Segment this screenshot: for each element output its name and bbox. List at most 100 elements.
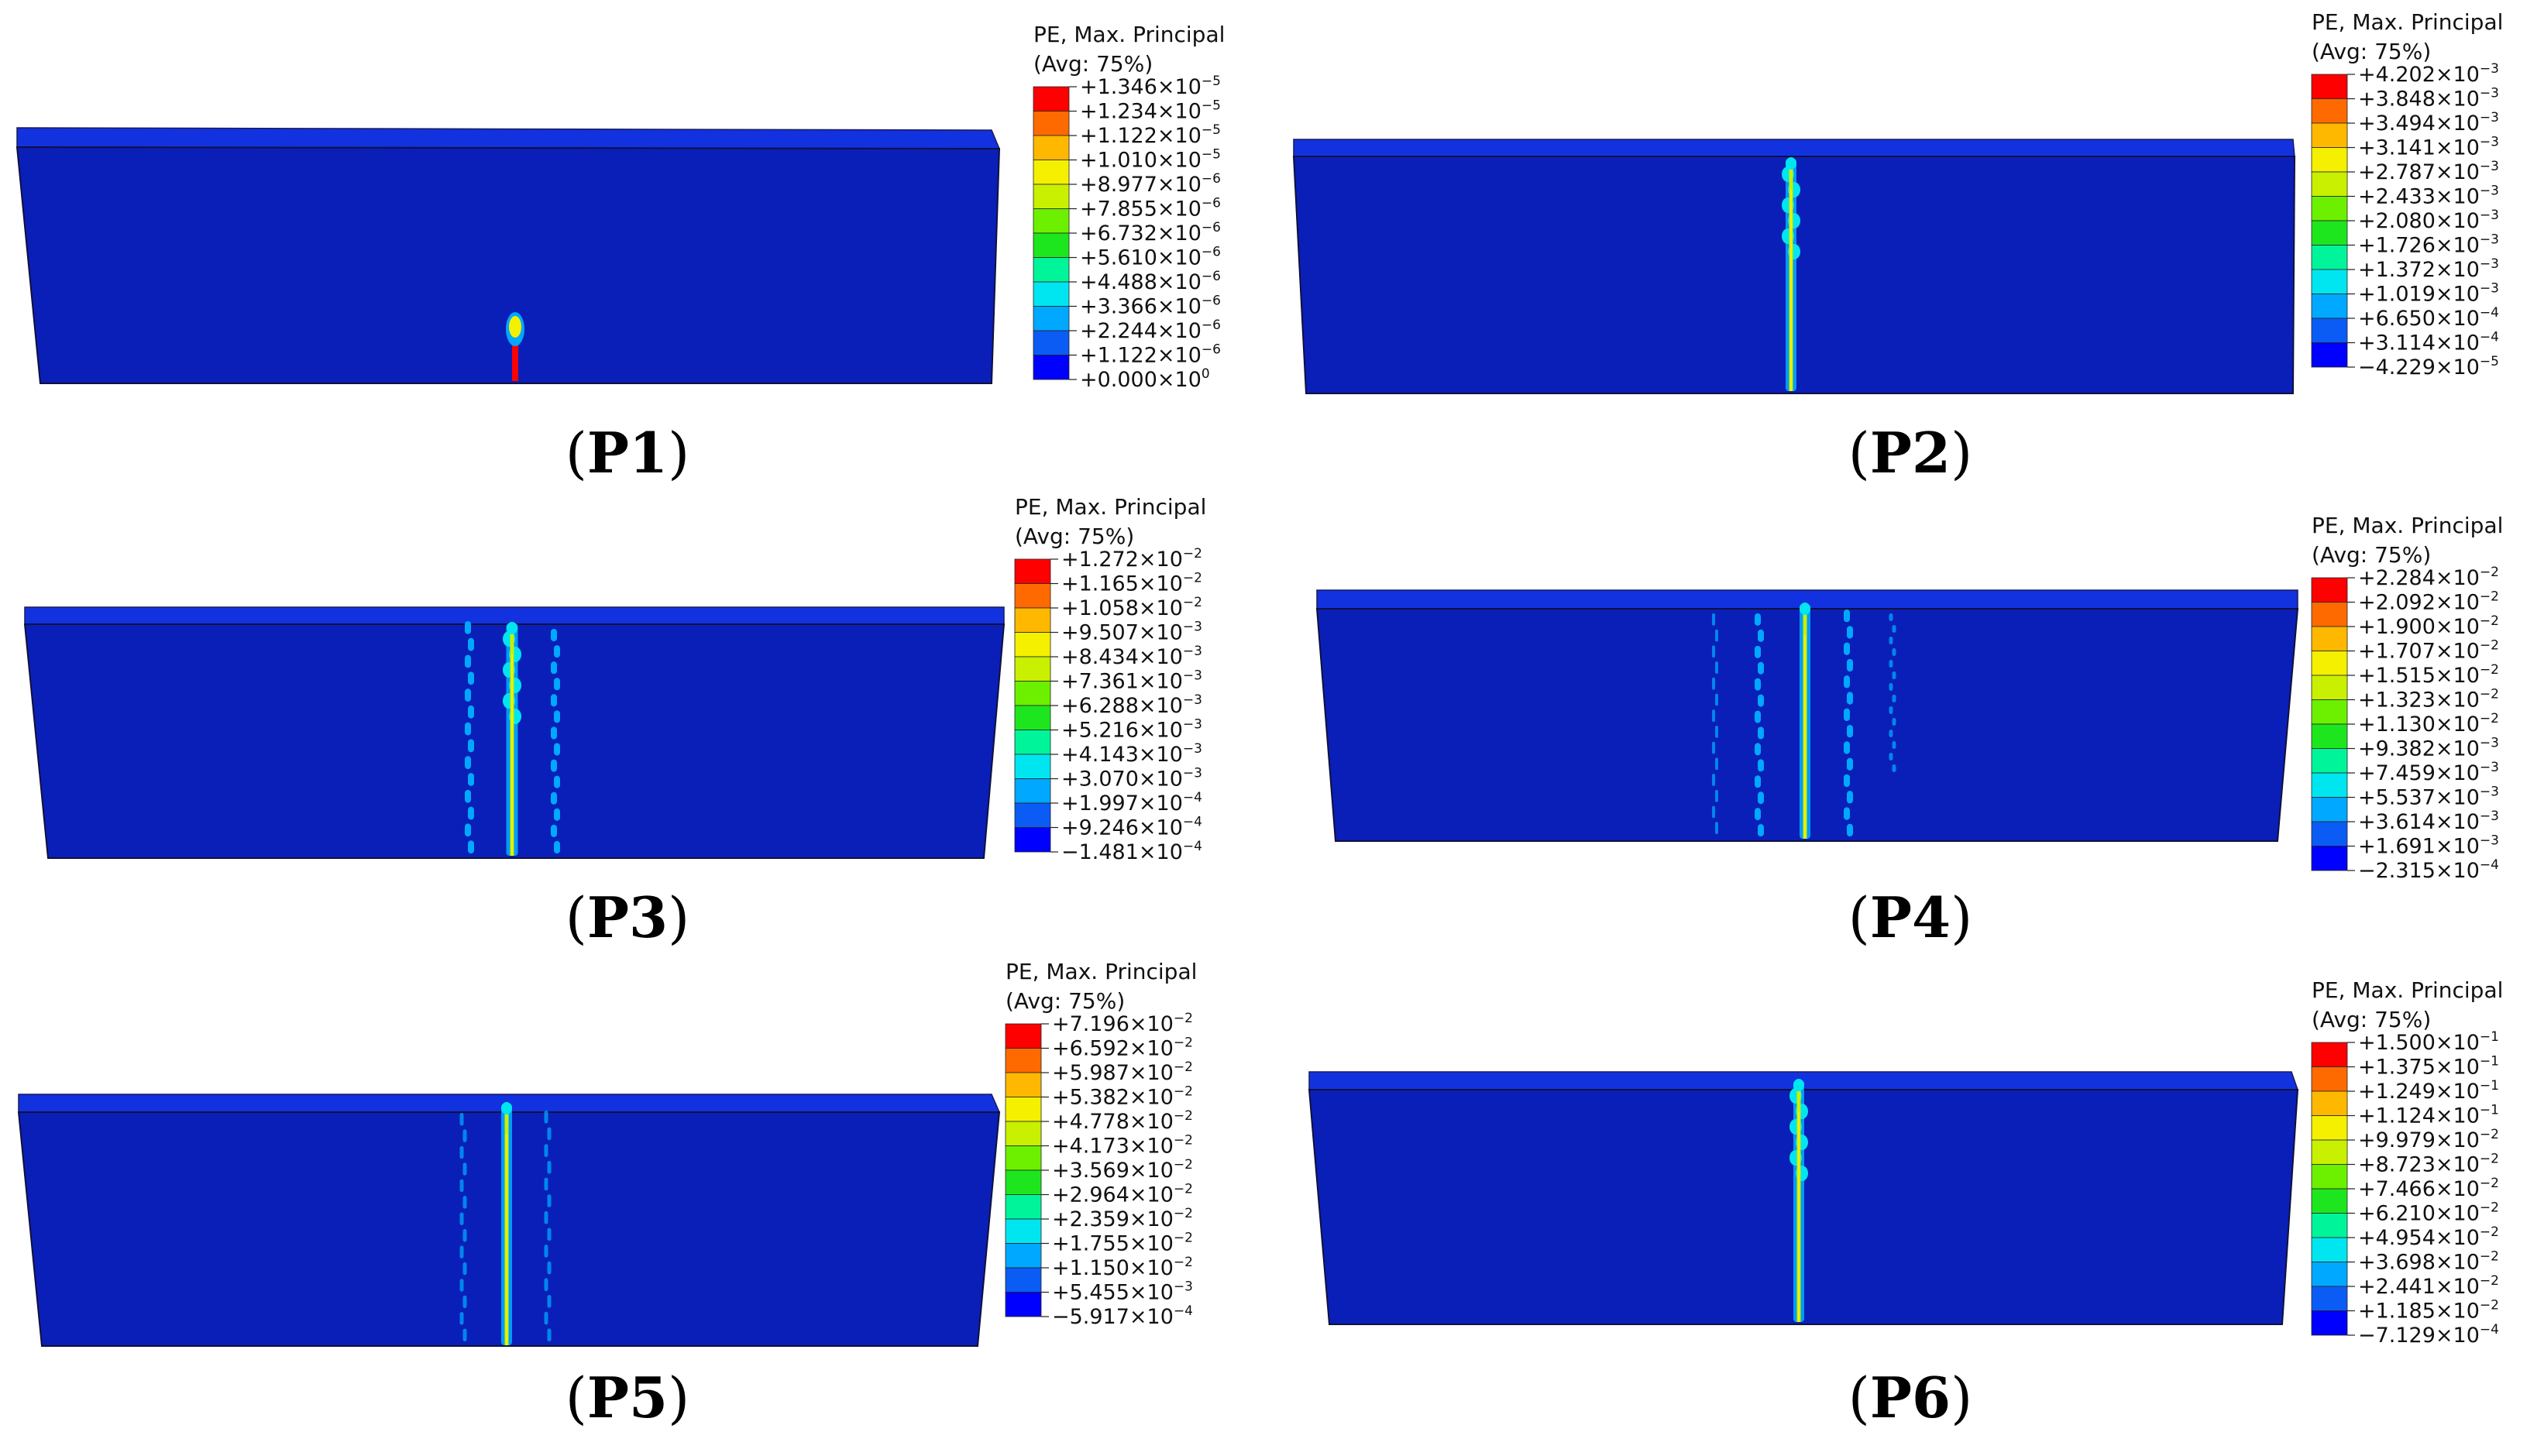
crack-tip bbox=[501, 1102, 512, 1114]
legend-swatch bbox=[1033, 281, 1070, 307]
crack-segment bbox=[1712, 645, 1715, 658]
crack-segment bbox=[459, 1212, 464, 1225]
legend-value: +8.723×10−2 bbox=[2358, 1152, 2499, 1177]
crack-segment bbox=[554, 840, 560, 853]
legend-swatch bbox=[1014, 607, 1051, 633]
legend-value: +5.537×10−3 bbox=[2358, 785, 2499, 810]
panel-caption: (P2) bbox=[1848, 420, 1972, 486]
legend-value: +2.080×10−3 bbox=[2358, 208, 2499, 233]
crack-segment bbox=[462, 1295, 467, 1309]
legend-value: +1.010×10−5 bbox=[1080, 147, 1221, 173]
crack-segment bbox=[1844, 807, 1850, 820]
crack-segment bbox=[1892, 741, 1896, 749]
legend-swatch bbox=[1014, 827, 1051, 853]
crack-segment bbox=[551, 661, 557, 675]
crack-segment bbox=[462, 1196, 467, 1209]
legend-value: +1.707×10−2 bbox=[2358, 638, 2499, 664]
crack-segment bbox=[1755, 808, 1761, 821]
beam-top-face bbox=[16, 127, 1001, 149]
crack-segment bbox=[544, 1144, 548, 1157]
legend-value: +1.691×10−3 bbox=[2358, 833, 2499, 859]
crack-segment bbox=[544, 1111, 548, 1124]
legend-value: +9.246×10−4 bbox=[1061, 815, 1202, 840]
legend-value: +1.726×10−3 bbox=[2358, 232, 2499, 258]
crack-segment bbox=[551, 726, 557, 740]
legend-value: +1.019×10−3 bbox=[2358, 281, 2499, 307]
legend-swatch bbox=[2311, 821, 2348, 846]
legend-swatch bbox=[1005, 1048, 1042, 1073]
crack-segment bbox=[554, 743, 560, 756]
crack-segment bbox=[1889, 683, 1893, 691]
crack-segment bbox=[551, 759, 557, 772]
legend-subtitle: (Avg: 75%) bbox=[1015, 524, 1134, 549]
panel-caption: (P5) bbox=[566, 1365, 689, 1430]
crack-segment bbox=[462, 1129, 467, 1142]
crack-segment bbox=[459, 1245, 464, 1259]
legend-value: −2.315×10−4 bbox=[2358, 857, 2499, 883]
legend-value: +1.234×10−5 bbox=[1080, 98, 1221, 124]
legend-swatch bbox=[2311, 74, 2348, 99]
legend-value: +3.698×10−2 bbox=[2358, 1249, 2499, 1275]
crack-segment bbox=[1847, 658, 1853, 672]
legend-value: +7.459×10−3 bbox=[2358, 760, 2499, 785]
crack-segment bbox=[1892, 764, 1896, 772]
legend-swatch bbox=[2311, 1139, 2348, 1165]
legend-value: +1.272×10−2 bbox=[1061, 546, 1202, 572]
legend-value: +4.778×10−2 bbox=[1052, 1108, 1193, 1134]
legend-value: +1.165×10−2 bbox=[1061, 571, 1202, 596]
crack-band bbox=[551, 629, 560, 853]
legend-value: +3.614×10−3 bbox=[2358, 809, 2499, 834]
contour-legend: PE, Max. Principal(Avg: 75%)+1.272×10−2+… bbox=[1014, 494, 1206, 864]
crack-segment bbox=[551, 824, 557, 837]
beam-top-face bbox=[1293, 139, 2295, 157]
legend-value: +2.244×10−6 bbox=[1080, 318, 1221, 343]
legend-value: +5.610×10−6 bbox=[1080, 245, 1221, 270]
crack-segment bbox=[1847, 757, 1853, 771]
contour-legend: PE, Max. Principal(Avg: 75%)+1.500×10−1+… bbox=[2311, 977, 2503, 1348]
legend-swatch bbox=[2311, 1310, 2348, 1336]
legend-value: +1.130×10−2 bbox=[2358, 711, 2499, 737]
crack-segment bbox=[1758, 824, 1764, 836]
crack-segment bbox=[1889, 613, 1893, 621]
legend-value: +1.375×10−1 bbox=[2358, 1054, 2499, 1080]
crack-segment bbox=[547, 1160, 552, 1174]
panel-caption: (P1) bbox=[566, 420, 689, 486]
crack-segment bbox=[551, 792, 557, 805]
legend-swatch bbox=[1005, 1243, 1042, 1269]
crack-segment bbox=[544, 1311, 548, 1325]
legend-value: −7.129×10−4 bbox=[2358, 1322, 2499, 1348]
crack-segment bbox=[465, 823, 471, 837]
crack-segment bbox=[1712, 677, 1715, 690]
crack-tip bbox=[509, 316, 521, 338]
legend-value: +6.288×10−3 bbox=[1061, 692, 1202, 718]
legend-value: +1.755×10−2 bbox=[1052, 1231, 1193, 1256]
crack-segment bbox=[468, 840, 474, 853]
legend-swatch bbox=[1033, 135, 1070, 160]
crack-segment bbox=[1889, 660, 1893, 668]
legend-value: +2.284×10−2 bbox=[2358, 565, 2499, 590]
legend-value: +6.732×10−6 bbox=[1080, 220, 1221, 246]
legend-swatch bbox=[2311, 723, 2348, 749]
panel-caption: (P3) bbox=[566, 884, 689, 950]
crack-segment bbox=[1715, 629, 1718, 642]
legend-value: +2.787×10−3 bbox=[2358, 159, 2499, 184]
legend-swatch bbox=[1014, 632, 1051, 658]
crack-segment bbox=[465, 689, 471, 702]
legend-swatch bbox=[2311, 122, 2348, 148]
crack-band bbox=[1844, 610, 1853, 836]
crack-segment bbox=[468, 773, 474, 786]
crack-segment bbox=[459, 1279, 464, 1292]
legend-swatch bbox=[1033, 111, 1070, 136]
legend-value: +7.361×10−3 bbox=[1061, 668, 1202, 694]
crack-segment bbox=[462, 1162, 467, 1176]
legend-swatch bbox=[1033, 257, 1070, 283]
legend-value: +3.114×10−4 bbox=[2358, 330, 2499, 355]
crack-segment bbox=[1892, 648, 1896, 656]
legend-swatch bbox=[2311, 294, 2348, 319]
legend-swatch bbox=[2311, 1188, 2348, 1214]
legend-title: PE, Max. Principal bbox=[1015, 494, 1206, 520]
crack-segment bbox=[1758, 726, 1764, 740]
legend-value: +4.173×10−2 bbox=[1052, 1133, 1193, 1159]
legend-value: +9.979×10−2 bbox=[2358, 1127, 2499, 1152]
legend-subtitle: (Avg: 75%) bbox=[2312, 1007, 2431, 1032]
